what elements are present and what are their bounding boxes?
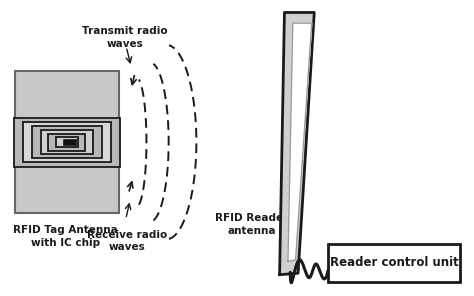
- Text: Reader control unit: Reader control unit: [329, 256, 458, 269]
- Text: Transmit radio
waves: Transmit radio waves: [82, 26, 168, 49]
- Bar: [32, 126, 101, 158]
- Bar: [14, 118, 120, 167]
- Polygon shape: [288, 23, 312, 261]
- Bar: [328, 244, 460, 282]
- Text: RFID Tag Antenna
with IC chip: RFID Tag Antenna with IC chip: [13, 225, 118, 247]
- Bar: [15, 71, 119, 213]
- Bar: [63, 139, 76, 145]
- Text: Receive radio
waves: Receive radio waves: [87, 230, 167, 252]
- Bar: [48, 133, 85, 151]
- Text: RFID Reader
antenna: RFID Reader antenna: [215, 213, 289, 236]
- Polygon shape: [280, 12, 314, 275]
- Bar: [23, 122, 111, 162]
- Bar: [56, 137, 78, 147]
- Bar: [41, 130, 93, 154]
